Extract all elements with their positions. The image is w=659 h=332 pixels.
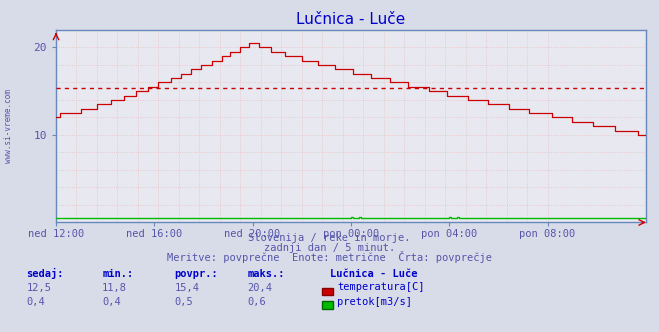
Text: 0,4: 0,4 — [26, 297, 45, 307]
Text: sedaj:: sedaj: — [26, 268, 64, 279]
Text: Slovenija / reke in morje.: Slovenija / reke in morje. — [248, 233, 411, 243]
Text: Meritve: povprečne  Enote: metrične  Črta: povprečje: Meritve: povprečne Enote: metrične Črta:… — [167, 251, 492, 263]
Text: pretok[m3/s]: pretok[m3/s] — [337, 297, 413, 307]
Text: 0,6: 0,6 — [247, 297, 266, 307]
Text: temperatura[C]: temperatura[C] — [337, 283, 425, 292]
Text: 12,5: 12,5 — [26, 283, 51, 292]
Text: zadnji dan / 5 minut.: zadnji dan / 5 minut. — [264, 243, 395, 253]
Text: www.si-vreme.com: www.si-vreme.com — [4, 89, 13, 163]
Title: Lučnica - Luče: Lučnica - Luče — [297, 12, 405, 27]
Text: maks.:: maks.: — [247, 269, 285, 279]
Text: 0,5: 0,5 — [175, 297, 193, 307]
Text: 11,8: 11,8 — [102, 283, 127, 292]
Text: povpr.:: povpr.: — [175, 269, 218, 279]
Text: 0,4: 0,4 — [102, 297, 121, 307]
Text: min.:: min.: — [102, 269, 133, 279]
Text: 15,4: 15,4 — [175, 283, 200, 292]
Text: Lučnica - Luče: Lučnica - Luče — [330, 269, 417, 279]
Text: 20,4: 20,4 — [247, 283, 272, 292]
